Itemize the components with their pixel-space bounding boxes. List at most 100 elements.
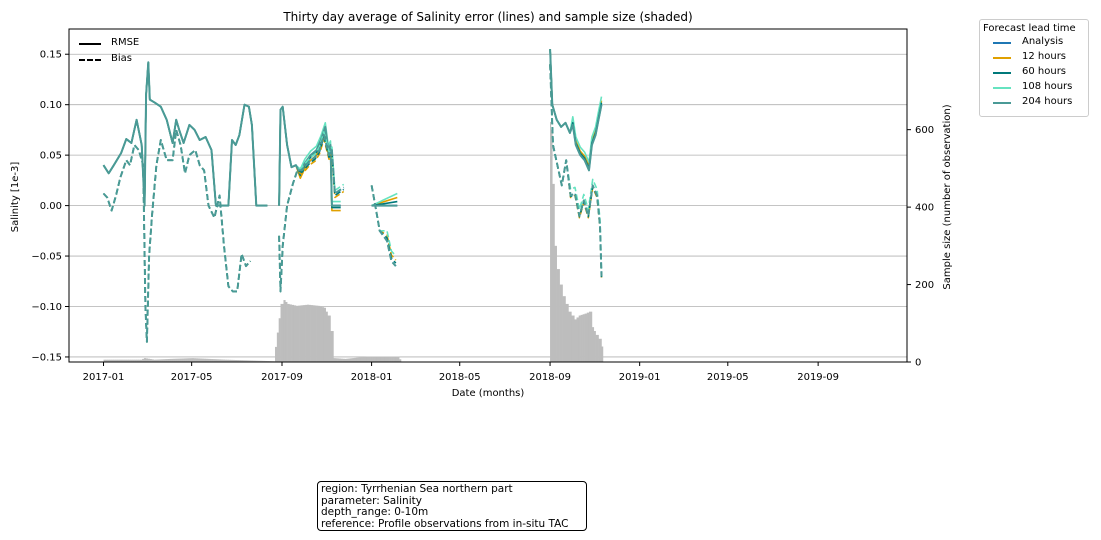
sample-size-bar [368, 356, 371, 362]
y-tick-label: 0.05 [40, 151, 62, 162]
sample-size-bar [213, 359, 216, 362]
bias-line-60-hours [102, 129, 252, 343]
sample-size-bar [312, 305, 315, 362]
style-legend-label: RMSE [111, 37, 140, 48]
sample-size-bar [161, 359, 164, 362]
sample-size-bar [185, 358, 188, 362]
bias-line-12-hours [102, 129, 252, 343]
y2-tick-label: 600 [915, 125, 934, 136]
rmse-line-12-hours [549, 49, 603, 167]
sample-size-bar [179, 358, 182, 362]
legend-swatch [993, 42, 1011, 44]
sample-size-bar [250, 360, 254, 362]
sample-size-bar [136, 359, 139, 362]
sample-size-bar [354, 357, 357, 362]
sample-size-bar [366, 356, 369, 362]
style-legend-item-bias: Bias [74, 53, 164, 67]
sample-size-bar [130, 359, 133, 362]
sample-size-bar [138, 359, 141, 362]
sample-size-bar [559, 284, 563, 362]
y2-tick-label: 0 [915, 358, 921, 369]
line-style-legend: RMSE Bias [74, 33, 164, 69]
sample-size-bar [584, 313, 588, 362]
sample-size-bar [554, 245, 557, 362]
sample-size-bar [140, 359, 143, 362]
y2-tick-label: 200 [915, 280, 934, 291]
sample-size-bar [285, 301, 288, 362]
sample-size-bar [254, 360, 258, 362]
sample-size-bar [201, 358, 204, 362]
sample-size-bar [387, 356, 390, 362]
sample-size-bar [240, 360, 244, 362]
sample-size-bar [580, 314, 583, 362]
sample-size-bar [550, 121, 552, 362]
sample-size-bar [317, 305, 321, 362]
style-legend-item-rmse: RMSE [74, 37, 164, 51]
sample-size-bar [393, 356, 396, 362]
x-tick-label: 2019-05 [707, 372, 749, 383]
sample-size-bar [338, 358, 342, 362]
sample-size-bar [224, 359, 228, 362]
sample-size-bar [399, 359, 402, 362]
dashed-line-swatch [79, 59, 101, 61]
style-legend-label: Bias [111, 53, 132, 64]
y-axis-label: Salinity [1e-3] [10, 162, 21, 233]
sample-size-bar [342, 358, 345, 362]
sample-size-bar [175, 358, 178, 362]
sample-size-bar [117, 359, 121, 362]
y-tick-label: 0.15 [40, 50, 62, 61]
sample-size-bar [295, 305, 299, 362]
legend-swatch [993, 102, 1011, 104]
sample-size-bar [333, 358, 336, 362]
legend-item-analysis: Analysis [980, 36, 1088, 50]
rmse-line-204-hours [278, 105, 341, 207]
sample-size-bar [163, 359, 166, 362]
bias-line-12-hours [549, 64, 603, 279]
sample-size-bar [203, 358, 206, 362]
sample-size-bar [199, 358, 202, 362]
sample-size-bar [291, 304, 295, 362]
sample-size-bar [358, 357, 361, 362]
sample-size-bar [350, 358, 353, 362]
sample-size-bar [305, 304, 308, 362]
sample-size-bar [234, 359, 238, 362]
sample-size-bar [378, 356, 382, 362]
rmse-line-204-hours [102, 61, 268, 207]
sample-size-bar [372, 356, 375, 362]
sample-size-bar [103, 359, 106, 362]
sample-size-bar [316, 305, 319, 362]
sample-size-bar [165, 359, 168, 362]
chart-title: Thirty day average of Salinity error (li… [282, 10, 692, 24]
bias-line-204-hours [102, 128, 252, 343]
series-lines [102, 49, 603, 343]
axes: 2017-01 2017-05 2017-09 2018-01 2018-05 2018-… [31, 28, 934, 383]
sample-size-bar [280, 303, 284, 362]
y2-tick-label: 400 [915, 203, 934, 214]
sample-size-bar [222, 359, 226, 362]
y2-axis-label: Sample size (number of observation) [942, 104, 953, 289]
legend-swatch [993, 57, 1011, 59]
sample-size-bar [257, 360, 260, 362]
sample-size-bars [103, 121, 604, 362]
sample-size-bar [374, 356, 378, 362]
sample-size-bar [297, 305, 300, 362]
sample-size-bar [356, 357, 359, 362]
sample-size-bar [299, 305, 302, 362]
sample-size-bar [153, 359, 156, 362]
sample-size-bar [228, 359, 232, 362]
bias-line-204-hours [549, 64, 603, 277]
rmse-line-analysis [549, 49, 603, 172]
sample-size-bar [195, 358, 198, 362]
sample-size-bar [230, 359, 234, 362]
sample-size-bar [552, 183, 555, 362]
sample-size-bar [598, 338, 602, 362]
sample-size-bar [193, 358, 196, 362]
sample-size-bar [308, 304, 311, 362]
bias-line-12-hours [370, 185, 397, 261]
sample-size-bar [364, 356, 367, 362]
sample-size-bar [183, 358, 186, 362]
sample-size-bar [147, 358, 150, 362]
sample-size-bar [218, 359, 222, 362]
bias-line-204-hours [278, 134, 345, 293]
x-tick-label: 2018-01 [351, 372, 393, 383]
